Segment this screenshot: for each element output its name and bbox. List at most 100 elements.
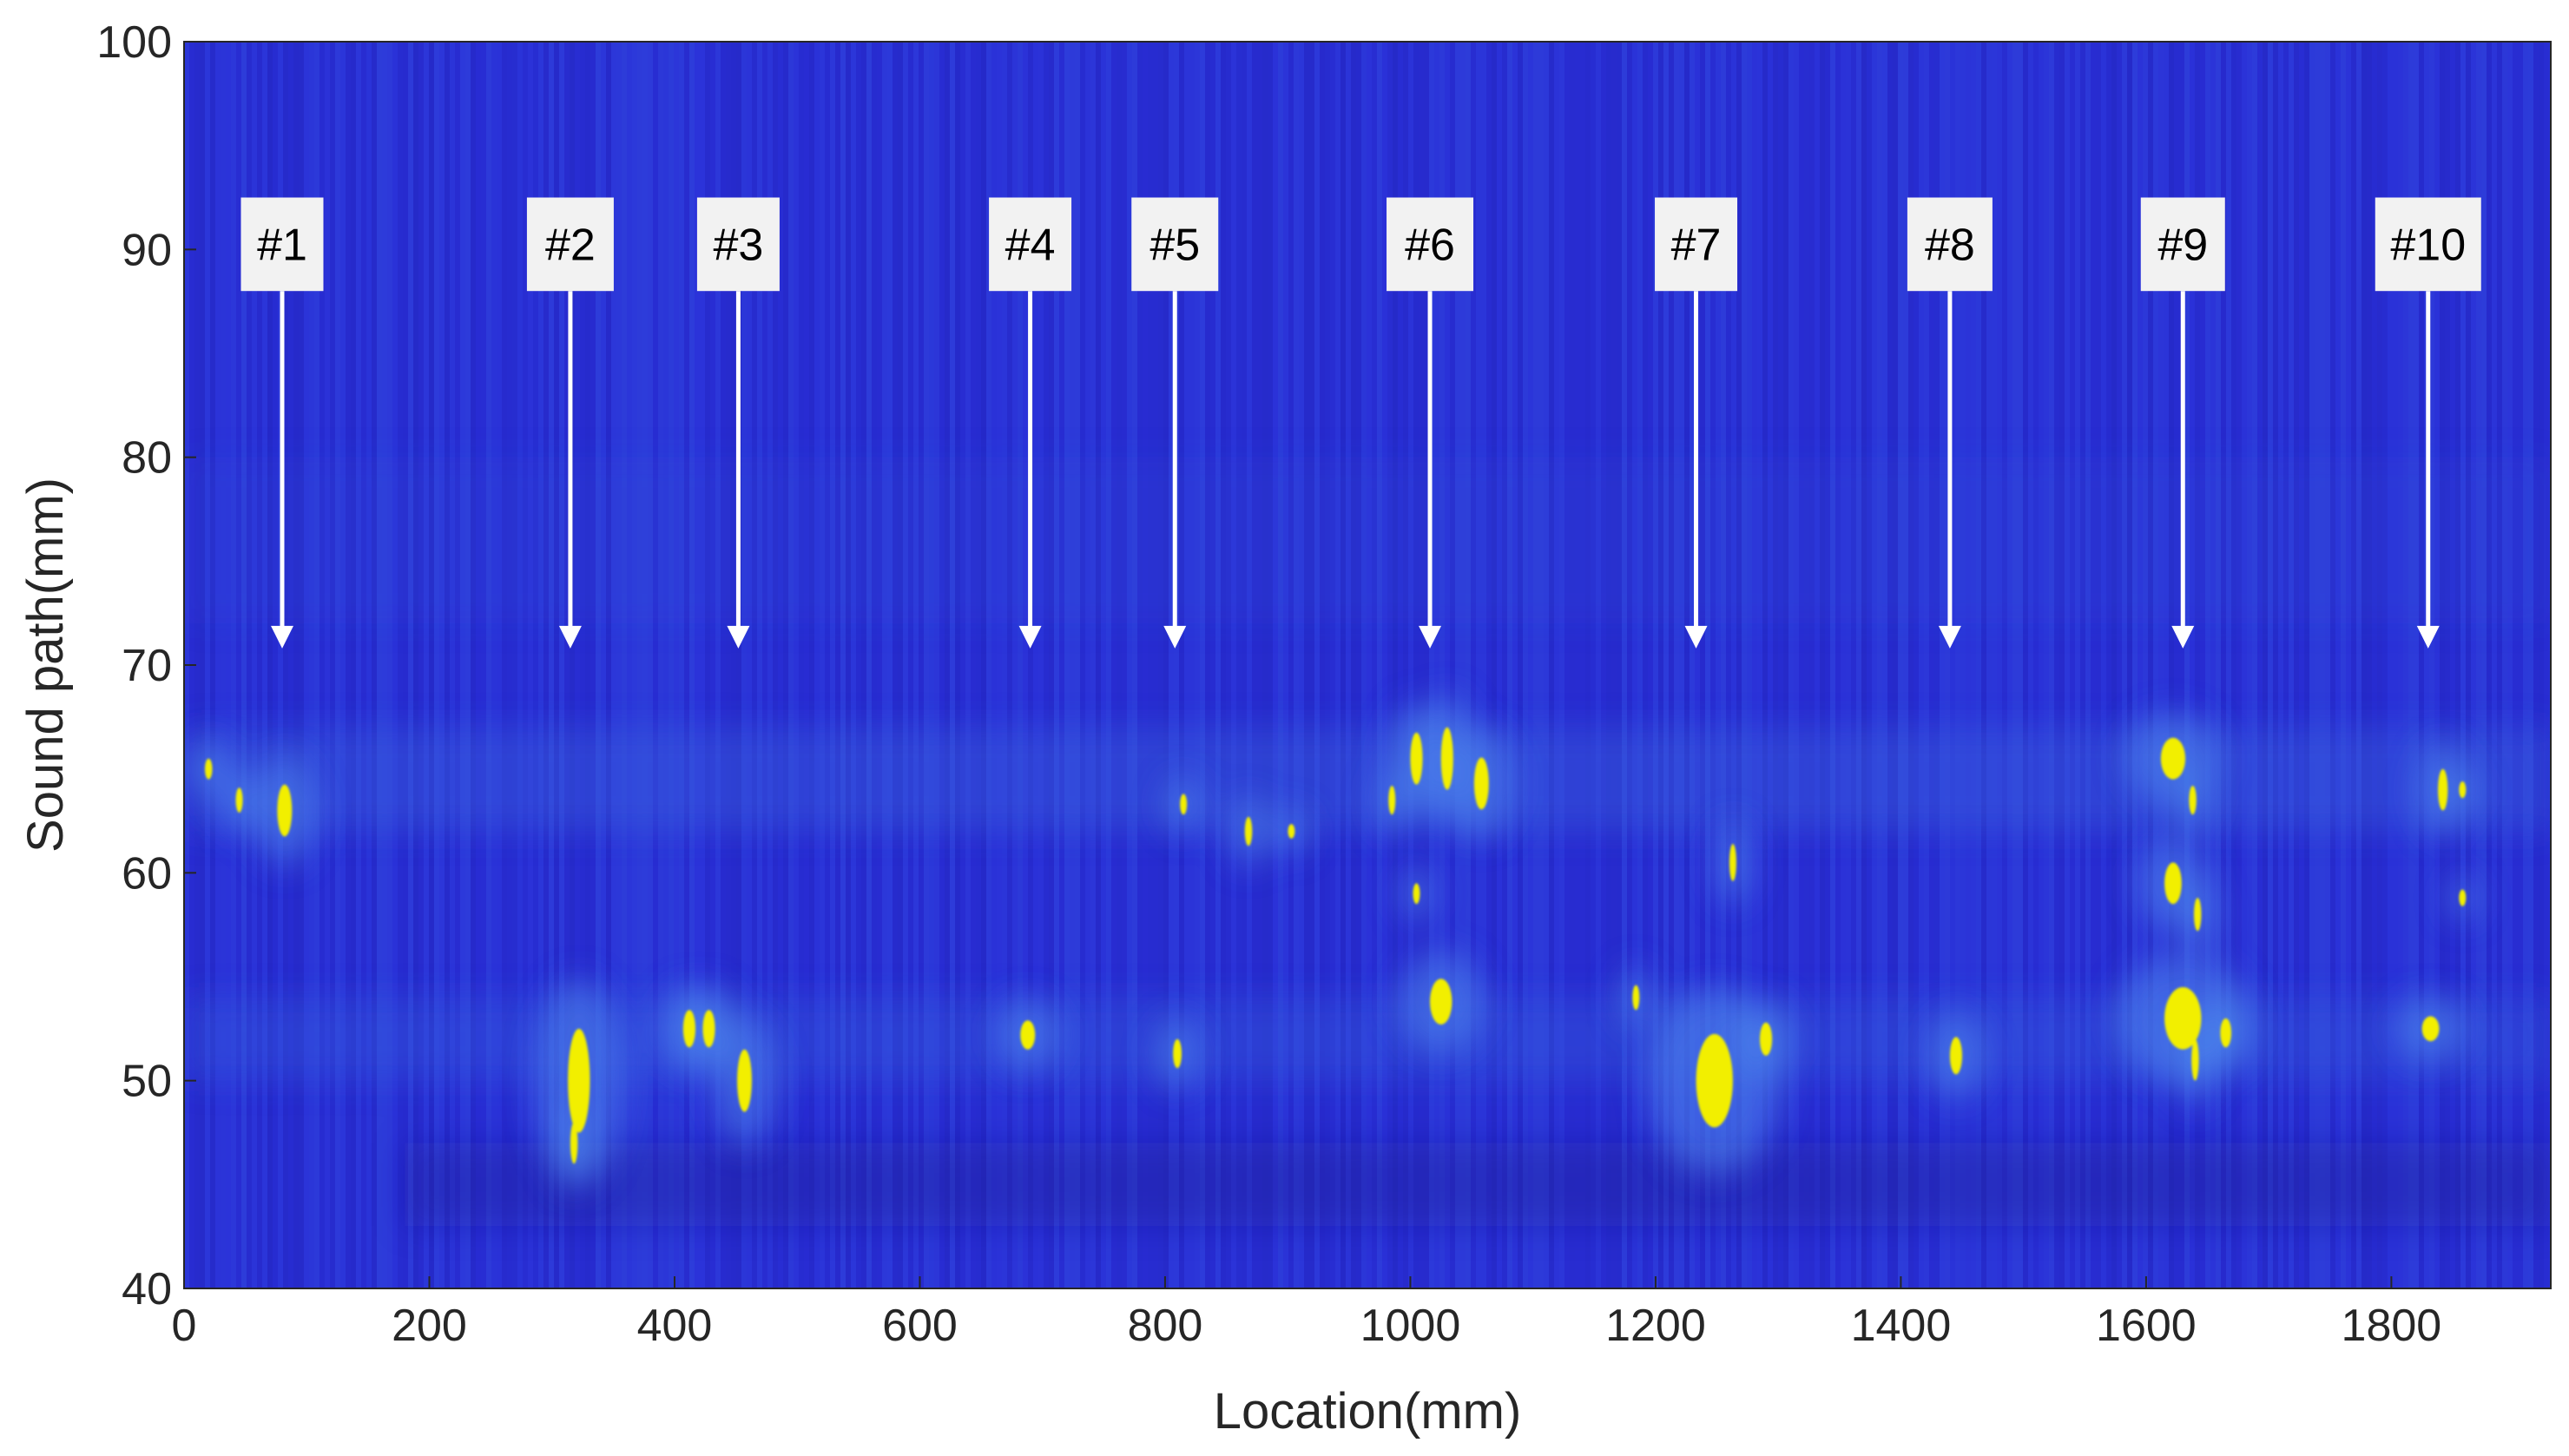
texture-streak	[783, 42, 788, 1288]
texture-streak	[1851, 42, 1856, 1288]
texture-streak	[679, 42, 684, 1288]
defect-hotspot	[682, 1010, 695, 1048]
texture-streak	[2471, 42, 2476, 1288]
texture-streak	[512, 42, 517, 1288]
texture-streak	[1757, 42, 1762, 1288]
texture-streak	[1518, 42, 1523, 1288]
texture-streak	[2210, 42, 2216, 1288]
texture-streak	[413, 42, 418, 1288]
texture-streak	[1528, 42, 1533, 1288]
texture-streak	[1330, 42, 1335, 1288]
texture-streak	[570, 42, 575, 1288]
texture-streak	[695, 42, 700, 1288]
texture-streak	[1882, 42, 1887, 1288]
texture-streak	[2148, 42, 2153, 1288]
texture-streak	[2247, 42, 2252, 1288]
texture-streak	[835, 42, 840, 1288]
defect-hotspot	[1173, 1038, 1182, 1069]
texture-streak	[1570, 42, 1575, 1288]
marker-box	[1387, 197, 1474, 292]
texture-streak	[221, 42, 226, 1288]
texture-streak	[2169, 42, 2174, 1288]
defect-hotspot	[2193, 898, 2202, 932]
texture-streak	[1169, 42, 1174, 1288]
marker-label: #1	[257, 220, 307, 270]
texture-streak	[2330, 42, 2335, 1288]
texture-streak	[799, 42, 804, 1288]
texture-streak	[2335, 42, 2341, 1288]
texture-streak	[2393, 42, 2398, 1288]
texture-streak	[460, 42, 465, 1288]
texture-streak	[1679, 42, 1684, 1288]
texture-streak	[418, 42, 424, 1288]
texture-streak	[747, 42, 752, 1288]
texture-streak	[543, 42, 549, 1288]
texture-streak	[1997, 42, 2002, 1288]
texture-streak	[663, 42, 669, 1288]
texture-streak	[1466, 42, 1471, 1288]
texture-streak	[1919, 42, 1924, 1288]
texture-streak	[2080, 42, 2085, 1288]
texture-streak	[1799, 42, 1804, 1288]
texture-streak	[2054, 42, 2059, 1288]
texture-streak	[445, 42, 450, 1288]
texture-streak	[403, 42, 408, 1288]
texture-streak	[314, 42, 319, 1288]
texture-streak	[1898, 42, 1903, 1288]
texture-streak	[1049, 42, 1054, 1288]
texture-streak	[2450, 42, 2455, 1288]
texture-streak	[1653, 42, 1658, 1288]
texture-streak	[1028, 42, 1033, 1288]
x-tick-label: 1000	[1360, 1301, 1461, 1351]
texture-streak	[1158, 42, 1163, 1288]
defect-hotspot	[1696, 1033, 1733, 1128]
texture-streak	[971, 42, 976, 1288]
texture-streak	[2283, 42, 2289, 1288]
texture-streak	[1434, 42, 1439, 1288]
texture-streak	[960, 42, 965, 1288]
texture-streak	[2158, 42, 2164, 1288]
marker-label: #7	[1671, 220, 1722, 270]
texture-streak	[887, 42, 893, 1288]
texture-streak	[497, 42, 502, 1288]
texture-streak	[1695, 42, 1700, 1288]
defect-hotspot	[2160, 737, 2186, 780]
texture-streak	[1872, 42, 1877, 1288]
texture-streak	[1637, 42, 1643, 1288]
texture-streak	[1481, 42, 1486, 1288]
texture-streak	[924, 42, 929, 1288]
texture-streak	[965, 42, 971, 1288]
annotation-marker: #4	[989, 197, 1072, 649]
texture-streak	[1012, 42, 1018, 1288]
texture-streak	[2002, 42, 2007, 1288]
axes: 0 200 400 600 800 1000 1200 1400 1600 1800 40 50 60 7…	[96, 17, 2552, 1351]
texture-streak	[872, 42, 877, 1288]
texture-streak	[986, 42, 991, 1288]
annotations: #1 #2 #3 #4 #5 #6 #7 #8 #9 #10	[240, 197, 2481, 649]
arrow-head	[2416, 625, 2440, 649]
texture-streak	[2007, 42, 2012, 1288]
arrow-head	[727, 625, 750, 649]
texture-streak	[2127, 42, 2132, 1288]
texture-streak	[950, 42, 955, 1288]
texture-streak	[1184, 42, 1189, 1288]
texture-streak	[1752, 42, 1757, 1288]
texture-streak	[2403, 42, 2408, 1288]
texture-streak	[2085, 42, 2091, 1288]
marker-label: #3	[713, 220, 763, 270]
marker-box	[696, 197, 780, 292]
texture-streak	[705, 42, 710, 1288]
texture-streak	[596, 42, 601, 1288]
texture-streak	[528, 42, 533, 1288]
annotation-marker: #8	[1907, 197, 1993, 649]
x-tick-label: 200	[392, 1301, 467, 1351]
texture-streak	[2059, 42, 2065, 1288]
texture-streak	[252, 42, 257, 1288]
texture-streak	[1773, 42, 1778, 1288]
texture-streak	[247, 42, 252, 1288]
texture-streak	[1747, 42, 1752, 1288]
annotation-marker: #10	[2375, 197, 2481, 649]
texture-streak	[1439, 42, 1445, 1288]
texture-streak	[2132, 42, 2138, 1288]
intensity-band	[405, 1143, 2551, 1227]
